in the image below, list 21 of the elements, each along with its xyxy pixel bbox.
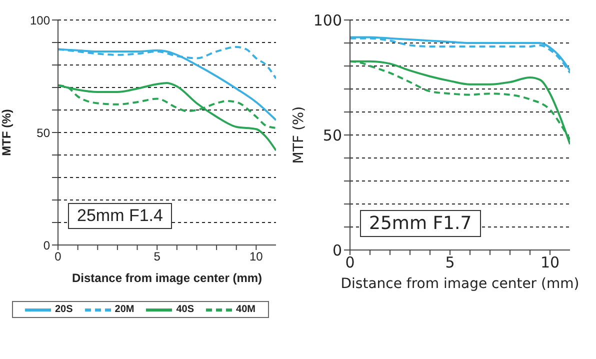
- y-tick-label: 100: [30, 13, 50, 28]
- x-tick-label: 5: [445, 254, 455, 272]
- x-tick-label: 0: [54, 250, 62, 264]
- x-tick-label: 10: [250, 250, 264, 264]
- y-axis-title: MTF (%): [290, 106, 307, 164]
- x-axis-title: Distance from image center (mm): [340, 276, 580, 292]
- legend-label: 40M: [235, 304, 256, 315]
- legend-label: 20M: [114, 304, 134, 315]
- x-tick-label: 10: [540, 254, 560, 272]
- y-tick-label: 50: [36, 126, 50, 140]
- annotation: 25mm F1.4: [68, 203, 172, 229]
- annotation: 25mm F1.7: [360, 210, 481, 237]
- x-axis-title: Distance from image center (mm): [70, 271, 264, 285]
- legend-label: 40S: [175, 304, 194, 315]
- y-axis-title: MTF (%): [0, 109, 14, 156]
- x-tick-label: 0: [345, 254, 355, 272]
- legend-label: 20S: [54, 304, 73, 315]
- y-tick-label: 0: [43, 238, 50, 252]
- y-tick-label: 100: [313, 11, 342, 30]
- x-tick-label: 5: [154, 250, 161, 264]
- y-tick-label: 50: [322, 126, 342, 144]
